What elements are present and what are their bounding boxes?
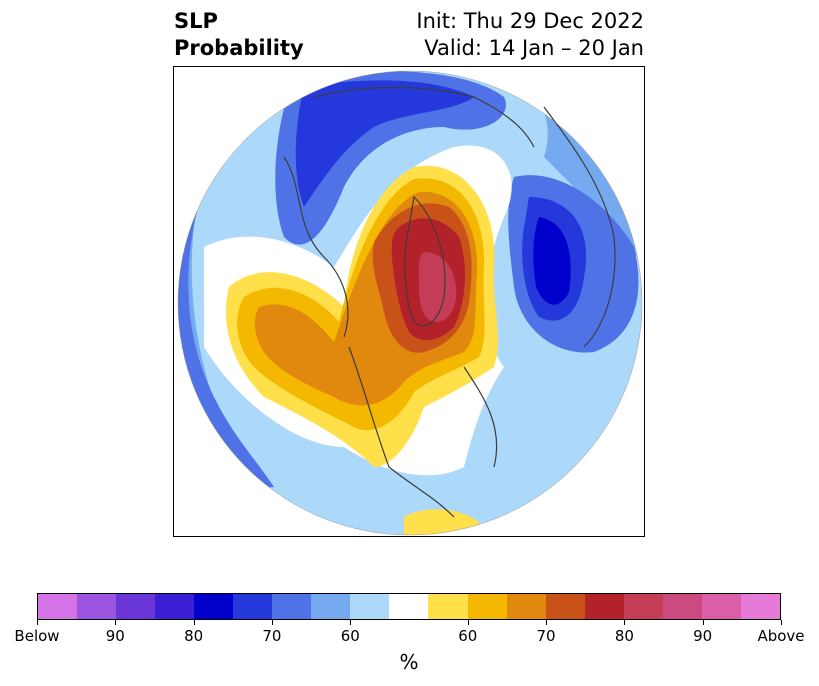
- colorbar-segment: [584, 594, 624, 619]
- colorbar-segment: [389, 594, 429, 619]
- colorbar-tick-label: 80: [614, 627, 634, 645]
- colorbar-segment: [155, 594, 195, 619]
- colorbar-tick: [546, 620, 548, 625]
- colorbar-segment: [428, 594, 468, 619]
- valid-range: Valid: 14 Jan – 20 Jan: [424, 36, 644, 60]
- coastline-north: [313, 86, 535, 148]
- colorbar-tick-label: 60: [458, 627, 478, 645]
- coastline-east: [543, 106, 616, 348]
- colorbar-tick-label: 90: [693, 627, 713, 645]
- field-85-above: [418, 252, 457, 322]
- colorbar-segment: [662, 594, 702, 619]
- colorbar-tick: [467, 620, 469, 625]
- colorbar-tick-label: 70: [536, 627, 556, 645]
- colorbar-tick: [37, 620, 38, 625]
- colorbar-segment: [116, 594, 156, 619]
- colorbar-segment: [272, 594, 312, 619]
- colorbar-segment: [623, 594, 663, 619]
- colorbar-tick-label: 90: [105, 627, 125, 645]
- colorbar-tick: [781, 620, 782, 625]
- colorbar-tick: [702, 620, 704, 625]
- colorbar-tick-label: 80: [184, 627, 204, 645]
- polar-map: [173, 66, 645, 537]
- colorbar-segment: [545, 594, 585, 619]
- map-boundary: [177, 70, 643, 536]
- colorbar-tick-label: 60: [340, 627, 360, 645]
- colorbar-unit: %: [399, 650, 419, 674]
- colorbar-segment: [38, 594, 78, 619]
- colorbar-tick-label: 70: [262, 627, 282, 645]
- coastlines: [283, 86, 616, 518]
- colorbar-segment: [194, 594, 234, 619]
- field-75-below-north: [295, 80, 474, 207]
- title-variable: SLP: [174, 9, 218, 33]
- probability-map-svg: [177, 70, 643, 536]
- probability-field: [178, 71, 642, 535]
- colorbar-tick: [624, 620, 626, 625]
- coastline-south: [348, 346, 455, 518]
- colorbar-segment: [506, 594, 546, 619]
- title-product: Probability: [174, 36, 304, 60]
- title-left: SLP Probability: [174, 8, 304, 62]
- coastline-atlantic: [463, 366, 498, 468]
- title-right: Init: Thu 29 Dec 2022 Valid: 14 Jan – 20…: [416, 8, 644, 62]
- colorbar-segment: [77, 594, 117, 619]
- colorbar-tick: [271, 620, 273, 625]
- colorbar-segment: [233, 594, 273, 619]
- field-80-below-east: [533, 217, 571, 305]
- colorbar-tick-label: Above: [757, 627, 805, 645]
- colorbar-segment: [311, 594, 351, 619]
- init-date: Init: Thu 29 Dec 2022: [416, 9, 644, 33]
- colorbar-tick-label: Below: [14, 627, 60, 645]
- colorbar-tick: [193, 620, 195, 625]
- colorbar-segment: [467, 594, 507, 619]
- colorbar-segment: [701, 594, 741, 619]
- colorbar-tick: [115, 620, 117, 625]
- colorbar-segment: [350, 594, 390, 619]
- colorbar-segment: [740, 594, 780, 619]
- colorbar-tick: [350, 620, 352, 625]
- coastline-west: [283, 156, 349, 338]
- greenland-outline: [404, 195, 446, 327]
- colorbar: [37, 593, 781, 620]
